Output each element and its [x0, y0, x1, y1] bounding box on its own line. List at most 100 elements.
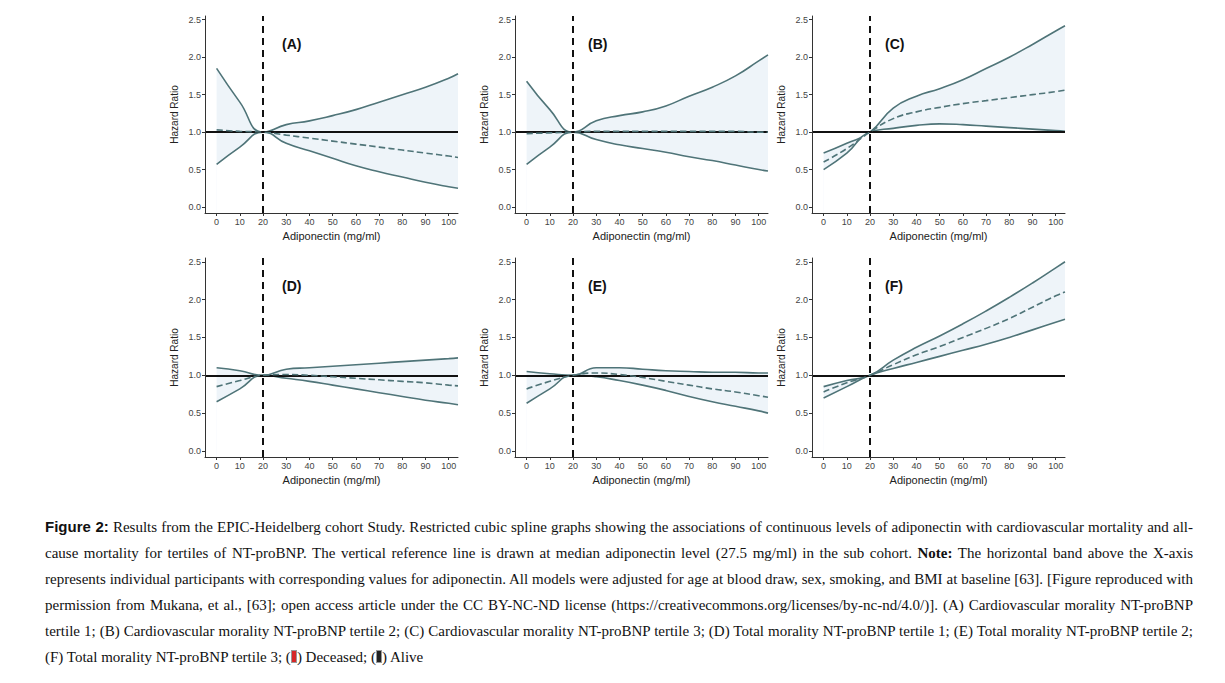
svg-text:90: 90	[1027, 217, 1037, 227]
svg-text:20: 20	[865, 461, 875, 471]
svg-text:70: 70	[684, 217, 694, 227]
svg-text:(C): (C)	[885, 36, 904, 52]
svg-text:40: 40	[614, 461, 624, 471]
svg-text:90: 90	[420, 461, 430, 471]
svg-text:Adiponectin (mg/ml): Adiponectin (mg/ml)	[593, 230, 691, 242]
svg-text:0.0: 0.0	[498, 446, 511, 456]
svg-text:100: 100	[751, 217, 766, 227]
svg-text:90: 90	[730, 217, 740, 227]
svg-text:10: 10	[235, 461, 245, 471]
svg-text:70: 70	[981, 461, 991, 471]
svg-text:0: 0	[821, 217, 826, 227]
svg-text:10: 10	[842, 217, 852, 227]
svg-text:1.5: 1.5	[188, 90, 201, 100]
svg-text:(B): (B)	[588, 36, 607, 52]
svg-text:40: 40	[614, 217, 624, 227]
svg-text:20: 20	[568, 217, 578, 227]
svg-text:30: 30	[281, 217, 291, 227]
svg-text:70: 70	[374, 217, 384, 227]
svg-text:40: 40	[911, 461, 921, 471]
svg-text:0.5: 0.5	[498, 408, 511, 418]
svg-text:1.5: 1.5	[795, 90, 808, 100]
svg-text:40: 40	[304, 217, 314, 227]
svg-text:50: 50	[935, 461, 945, 471]
svg-text:70: 70	[374, 461, 384, 471]
svg-text:2.0: 2.0	[795, 52, 808, 62]
svg-text:60: 60	[958, 217, 968, 227]
svg-text:0.5: 0.5	[498, 165, 511, 175]
svg-text:Adiponectin (mg/ml): Adiponectin (mg/ml)	[890, 474, 988, 486]
svg-text:90: 90	[1027, 461, 1037, 471]
svg-text:80: 80	[707, 217, 717, 227]
svg-text:1.0: 1.0	[498, 127, 511, 137]
svg-text:Adiponectin (mg/ml): Adiponectin (mg/ml)	[283, 474, 381, 486]
svg-text:Hazard Ratio: Hazard Ratio	[479, 85, 490, 144]
svg-text:60: 60	[661, 217, 671, 227]
svg-text:10: 10	[545, 217, 555, 227]
svg-text:100: 100	[441, 217, 456, 227]
svg-text:60: 60	[351, 217, 361, 227]
svg-text:1.0: 1.0	[188, 127, 201, 137]
svg-text:70: 70	[981, 217, 991, 227]
svg-text:2.0: 2.0	[188, 52, 201, 62]
svg-text:2.0: 2.0	[498, 295, 511, 305]
svg-text:2.0: 2.0	[498, 52, 511, 62]
svg-text:0.5: 0.5	[795, 165, 808, 175]
svg-text:1.0: 1.0	[795, 370, 808, 380]
svg-text:30: 30	[591, 461, 601, 471]
svg-text:20: 20	[865, 217, 875, 227]
svg-text:100: 100	[751, 461, 766, 471]
svg-text:10: 10	[235, 217, 245, 227]
svg-text:Hazard Ratio: Hazard Ratio	[479, 328, 490, 387]
svg-text:30: 30	[281, 461, 291, 471]
svg-text:Hazard Ratio: Hazard Ratio	[169, 328, 180, 387]
svg-text:Adiponectin (mg/ml): Adiponectin (mg/ml)	[593, 474, 691, 486]
svg-text:10: 10	[842, 461, 852, 471]
svg-text:50: 50	[935, 217, 945, 227]
svg-text:80: 80	[397, 461, 407, 471]
svg-text:1.0: 1.0	[188, 370, 201, 380]
svg-text:0: 0	[524, 217, 529, 227]
svg-text:60: 60	[661, 461, 671, 471]
svg-text:50: 50	[638, 461, 648, 471]
svg-text:2.5: 2.5	[795, 15, 808, 25]
svg-text:Hazard Ratio: Hazard Ratio	[776, 85, 787, 144]
svg-text:60: 60	[351, 461, 361, 471]
svg-text:Hazard Ratio: Hazard Ratio	[169, 85, 180, 144]
svg-text:40: 40	[304, 461, 314, 471]
svg-text:20: 20	[568, 461, 578, 471]
svg-text:2.5: 2.5	[795, 257, 808, 267]
svg-text:0: 0	[821, 461, 826, 471]
svg-text:60: 60	[958, 461, 968, 471]
svg-text:20: 20	[258, 217, 268, 227]
svg-text:1.5: 1.5	[498, 332, 511, 342]
svg-text:Adiponectin (mg/ml): Adiponectin (mg/ml)	[283, 230, 381, 242]
svg-text:70: 70	[684, 461, 694, 471]
svg-text:Adiponectin (mg/ml): Adiponectin (mg/ml)	[890, 230, 988, 242]
svg-text:2.5: 2.5	[498, 257, 511, 267]
svg-text:1.5: 1.5	[795, 332, 808, 342]
svg-text:100: 100	[1048, 461, 1063, 471]
svg-text:100: 100	[1048, 217, 1063, 227]
svg-text:80: 80	[1004, 217, 1014, 227]
svg-text:0.5: 0.5	[795, 408, 808, 418]
svg-text:100: 100	[441, 461, 456, 471]
svg-text:2.5: 2.5	[188, 257, 201, 267]
svg-text:(F): (F)	[885, 278, 903, 294]
svg-text:0.5: 0.5	[188, 408, 201, 418]
svg-text:0: 0	[524, 461, 529, 471]
svg-text:20: 20	[258, 461, 268, 471]
svg-text:80: 80	[707, 461, 717, 471]
svg-text:2.0: 2.0	[795, 295, 808, 305]
svg-text:80: 80	[397, 217, 407, 227]
svg-text:(D): (D)	[282, 278, 301, 294]
svg-text:2.0: 2.0	[188, 295, 201, 305]
svg-text:30: 30	[888, 461, 898, 471]
svg-text:90: 90	[730, 461, 740, 471]
svg-text:50: 50	[328, 461, 338, 471]
svg-text:0.5: 0.5	[188, 165, 201, 175]
svg-text:50: 50	[638, 217, 648, 227]
svg-text:80: 80	[1004, 461, 1014, 471]
svg-text:90: 90	[420, 217, 430, 227]
svg-text:(A): (A)	[282, 36, 301, 52]
